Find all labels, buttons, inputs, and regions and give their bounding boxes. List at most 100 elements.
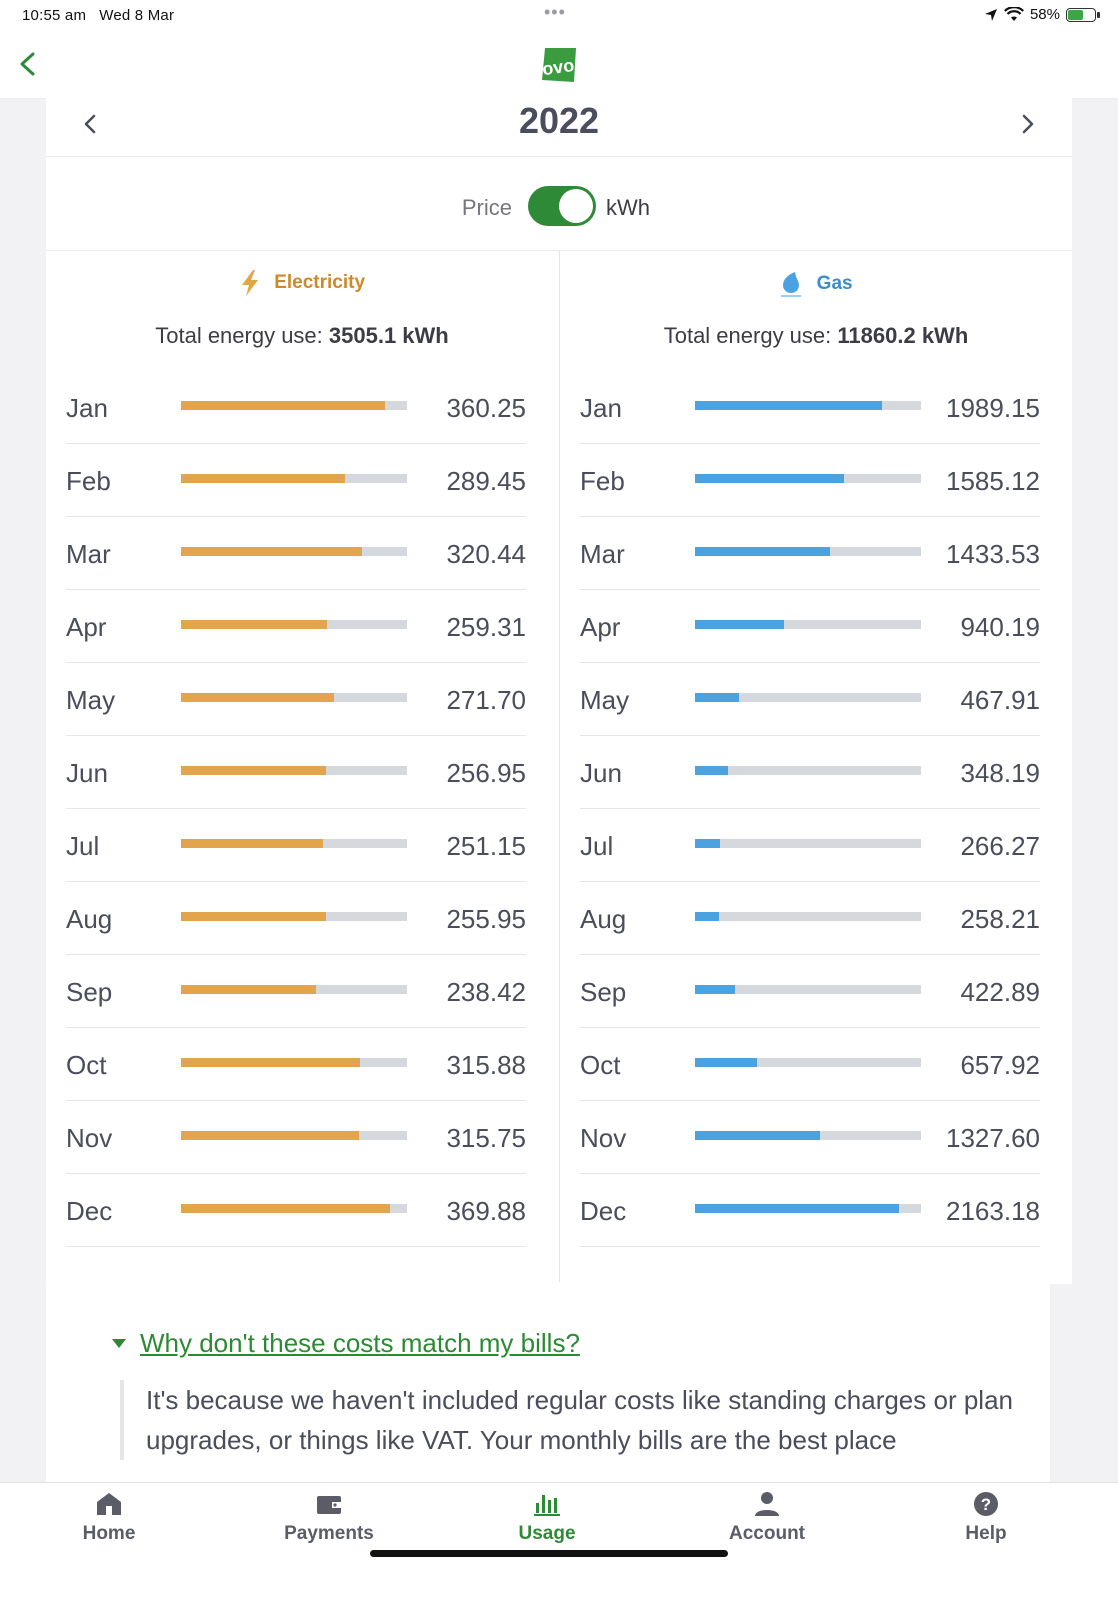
electricity-row-nov: Nov 315.75 bbox=[66, 1101, 526, 1174]
usage-bar bbox=[181, 1058, 360, 1067]
usage-bar bbox=[695, 547, 830, 556]
usage-value: 348.19 bbox=[960, 758, 1040, 788]
gas-row-jul: Jul 266.27 bbox=[580, 809, 1040, 882]
electricity-row-jan: Jan 360.25 bbox=[66, 371, 526, 444]
wifi-icon bbox=[1003, 7, 1024, 21]
switch-knob bbox=[559, 189, 593, 223]
lightning-icon bbox=[241, 270, 258, 296]
usage-bar-track bbox=[181, 766, 407, 775]
electricity-row-apr: Apr 259.31 bbox=[66, 590, 526, 663]
usage-bar bbox=[695, 693, 740, 702]
tab-usage[interactable]: Usage bbox=[467, 1489, 627, 1545]
usage-bar bbox=[181, 766, 327, 775]
month-label: Feb bbox=[580, 466, 625, 496]
help-icon: ? bbox=[974, 1492, 998, 1516]
flame-icon bbox=[781, 272, 802, 297]
month-label: May bbox=[580, 685, 630, 715]
usage-bar bbox=[181, 620, 328, 629]
usage-icon bbox=[534, 1495, 560, 1516]
usage-bar-track bbox=[695, 1204, 921, 1213]
usage-value: 2163.18 bbox=[946, 1196, 1040, 1226]
usage-value: 940.19 bbox=[960, 612, 1040, 642]
usage-bar-track bbox=[695, 985, 921, 994]
tab-payments-label: Payments bbox=[284, 1523, 374, 1544]
electricity-total: Total energy use: 3505.1 kWh bbox=[155, 323, 449, 348]
usage-value: 1327.60 bbox=[946, 1123, 1040, 1153]
usage-bar bbox=[181, 985, 316, 994]
usage-bar-track bbox=[181, 985, 407, 994]
person-icon bbox=[755, 1492, 779, 1516]
usage-bar-track bbox=[695, 766, 921, 775]
electricity-total-value: 3505.1 kWh bbox=[328, 323, 449, 348]
usage-bar bbox=[181, 474, 345, 483]
month-label: Apr bbox=[66, 612, 107, 642]
usage-value: 266.27 bbox=[960, 831, 1040, 861]
usage-bar-track bbox=[695, 401, 921, 410]
usage-bar bbox=[181, 401, 385, 410]
usage-bar bbox=[695, 912, 720, 921]
battery-percent: 58% bbox=[1029, 6, 1060, 23]
toggle-price-label: Price bbox=[461, 195, 512, 220]
previous-year-button[interactable] bbox=[70, 104, 110, 144]
svg-text:?: ? bbox=[981, 1495, 991, 1514]
status-time: 10:55 am Wed 8 Mar bbox=[22, 7, 175, 24]
usage-value: 657.92 bbox=[960, 1050, 1040, 1080]
nav-bar: ovo bbox=[0, 34, 1118, 99]
usage-bar bbox=[695, 766, 728, 775]
faq-toggle-link[interactable]: Why don't these costs match my bills? bbox=[112, 1328, 580, 1359]
tab-payments[interactable]: Payments bbox=[249, 1489, 409, 1545]
gas-header: Gas bbox=[560, 269, 1072, 299]
usage-bar-track bbox=[181, 620, 407, 629]
home-indicator[interactable] bbox=[370, 1550, 728, 1557]
tab-account-label: Account bbox=[729, 1523, 805, 1544]
usage-bar bbox=[695, 1058, 757, 1067]
month-label: May bbox=[66, 685, 116, 715]
gas-row-mar: Mar 1433.53 bbox=[580, 517, 1040, 590]
gas-row-feb: Feb 1585.12 bbox=[580, 444, 1040, 517]
multitask-dots[interactable]: ••• bbox=[544, 2, 566, 22]
usage-value: 271.70 bbox=[446, 685, 526, 715]
usage-bar-track bbox=[695, 620, 921, 629]
month-label: Sep bbox=[580, 977, 627, 1007]
month-label: Feb bbox=[66, 466, 111, 496]
svg-text:ovo: ovo bbox=[541, 55, 575, 79]
usage-value: 315.88 bbox=[446, 1050, 526, 1080]
gas-row-nov: Nov 1327.60 bbox=[580, 1101, 1040, 1174]
gas-row-jun: Jun 348.19 bbox=[580, 736, 1040, 809]
gas-row-sep: Sep 422.89 bbox=[580, 955, 1040, 1028]
usage-bar-track bbox=[695, 474, 921, 483]
gas-row-apr: Apr 940.19 bbox=[580, 590, 1040, 663]
next-year-button[interactable] bbox=[1008, 104, 1048, 144]
gas-row-aug: Aug 258.21 bbox=[580, 882, 1040, 955]
usage-value: 238.42 bbox=[446, 977, 526, 1007]
tab-account[interactable]: Account bbox=[687, 1489, 847, 1545]
usage-value: 369.88 bbox=[446, 1196, 526, 1226]
electricity-row-jul: Jul 251.15 bbox=[66, 809, 526, 882]
usage-bar bbox=[181, 839, 323, 848]
electricity-row-jun: Jun 256.95 bbox=[66, 736, 526, 809]
electricity-rows: Jan 360.25 Feb 289.45 Mar 320.44 Apr 259.31 May 2… bbox=[66, 371, 526, 1247]
tab-help[interactable]: ? Help bbox=[906, 1489, 1066, 1545]
electricity-header: Electricity bbox=[46, 269, 558, 297]
faq-question: Why don't these costs match my bills? bbox=[140, 1328, 580, 1358]
usage-value: 1585.12 bbox=[946, 466, 1040, 496]
tab-home[interactable]: Home bbox=[29, 1489, 189, 1545]
usage-value: 251.15 bbox=[446, 831, 526, 861]
back-button[interactable] bbox=[8, 44, 48, 84]
gas-row-jan: Jan 1989.15 bbox=[580, 371, 1040, 444]
month-label: Nov bbox=[580, 1123, 627, 1153]
month-label: Mar bbox=[66, 539, 111, 569]
month-label: Mar bbox=[580, 539, 625, 569]
electricity-row-oct: Oct 315.88 bbox=[66, 1028, 526, 1101]
usage-bar bbox=[695, 474, 845, 483]
usage-bar-track bbox=[181, 474, 407, 483]
month-label: Oct bbox=[580, 1050, 621, 1080]
home-icon bbox=[97, 1493, 121, 1515]
gas-total: Total energy use: 11860.2 kWh bbox=[663, 323, 969, 348]
price-kwh-switch[interactable] bbox=[528, 186, 596, 226]
month-label: Dec bbox=[66, 1196, 113, 1226]
gas-row-dec: Dec 2163.18 bbox=[580, 1174, 1040, 1247]
gas-column: Gas Total energy use: 11860.2 kWh Jan 198… bbox=[560, 251, 1072, 1284]
faq-answer: It's because we haven't included regular… bbox=[120, 1380, 1046, 1460]
battery-icon bbox=[1066, 7, 1100, 22]
